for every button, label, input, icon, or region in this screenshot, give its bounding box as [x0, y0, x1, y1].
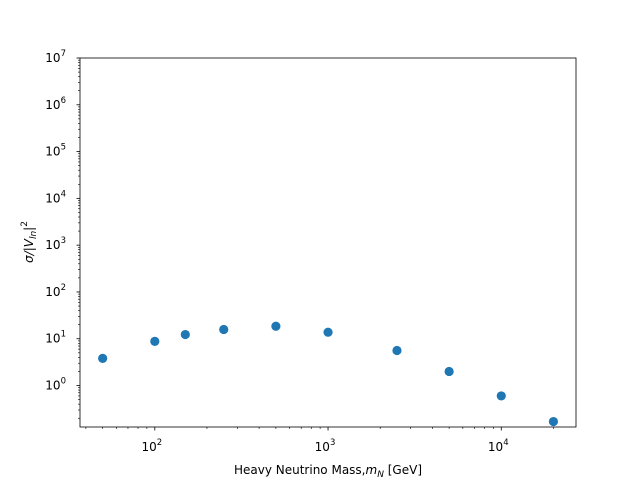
- x-tick-label: 102: [141, 438, 162, 454]
- y-tick-label: 105: [45, 143, 66, 159]
- data-point: [548, 416, 559, 427]
- y-tick-label: 103: [45, 236, 66, 252]
- y-tick-label: 104: [45, 189, 66, 205]
- y-tick-label: 101: [45, 330, 66, 346]
- data-point: [271, 321, 281, 331]
- ticks-layer: 102 103 104 100 101 102 103 104 105 106 107: [45, 49, 554, 454]
- data-point: [98, 353, 108, 364]
- y-tick-label: 100: [45, 377, 66, 393]
- data-point: [150, 336, 160, 346]
- data-point: [444, 366, 454, 377]
- x-axis-label: Heavy Neutrino Mass,mN [GeV]: [234, 463, 422, 480]
- data-point: [323, 327, 333, 337]
- points-layer: [98, 321, 559, 427]
- y-tick-label: 106: [45, 96, 66, 112]
- x-tick-label: 103: [315, 438, 336, 454]
- plot-frame: [79, 57, 577, 428]
- y-tick-label: 102: [45, 283, 66, 299]
- data-point: [180, 329, 190, 340]
- data-point: [392, 345, 402, 356]
- y-axis-label: σ/|Vln|2: [20, 221, 39, 263]
- y-tick-label: 107: [45, 49, 66, 65]
- data-point: [219, 324, 229, 335]
- data-point: [496, 391, 506, 401]
- x-tick-label: 104: [488, 438, 509, 454]
